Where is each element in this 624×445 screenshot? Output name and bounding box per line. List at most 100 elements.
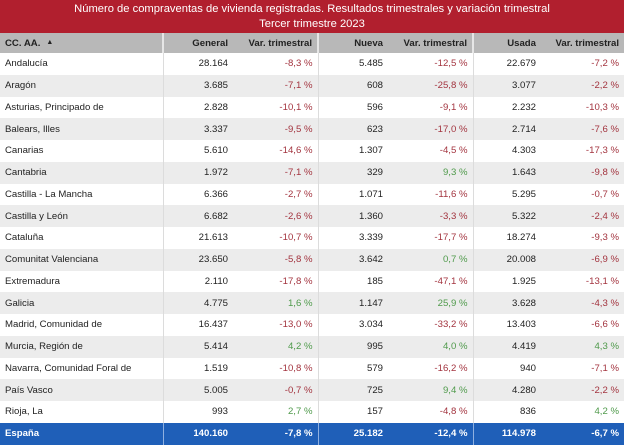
- cell-general-var: -13,0 %: [233, 314, 318, 336]
- cell-general: 4.775: [162, 292, 233, 314]
- cell-usada-var: 4,2 %: [541, 401, 624, 423]
- cell-region: Cataluña: [0, 227, 163, 249]
- cell-usada-var: 4,3 %: [541, 335, 624, 358]
- table-row: País Vasco 5.005 -0,7 % 725 9,4 % 4.280 -2,2 %: [0, 379, 624, 401]
- cell-usada: 13.403: [472, 314, 541, 336]
- cell-nueva: 995: [317, 335, 388, 358]
- table-row: Murcia, Región de 5.414 4,2 % 995 4,0 % 4.419…: [0, 335, 624, 358]
- table-subtitle: Tercer trimestre 2023: [259, 17, 365, 30]
- table-row: Madrid, Comunidad de 16.437 -13,0 % 3.034 -3…: [0, 314, 624, 336]
- total-general-var: -7,8 %: [233, 422, 318, 445]
- cell-general-var: -10,8 %: [233, 357, 318, 380]
- cell-nueva-var: 25,9 %: [388, 292, 473, 314]
- table-row: Aragón 3.685 -7,1 % 608 -25,8 % 3.077 -2,2 %: [0, 74, 624, 97]
- cell-general: 3.685: [162, 74, 233, 97]
- cell-region: Murcia, Región de: [0, 335, 163, 358]
- cell-region: Balears, Illes: [0, 118, 163, 140]
- cell-nueva: 1.307: [317, 140, 388, 162]
- cell-nueva: 596: [317, 96, 388, 119]
- cell-nueva: 1.360: [317, 205, 388, 227]
- cell-usada-var: -6,6 %: [541, 314, 624, 336]
- cell-usada: 940: [472, 357, 541, 380]
- column-header-nueva[interactable]: Nueva: [317, 33, 388, 53]
- column-header-usada-var[interactable]: Var. trimestral: [541, 33, 624, 53]
- cell-usada: 20.008: [472, 248, 541, 271]
- cell-usada-var: -2,4 %: [541, 205, 624, 227]
- cell-nueva-var: 4,0 %: [388, 335, 473, 358]
- cell-usada: 4.303: [472, 140, 541, 162]
- cell-usada-var: -7,6 %: [541, 118, 624, 140]
- cell-usada-var: -2,2 %: [541, 379, 624, 401]
- cell-nueva-var: -4,8 %: [388, 401, 473, 423]
- cell-general-var: -7,1 %: [233, 161, 318, 184]
- table-row: Extremadura 2.110 -17,8 % 185 -47,1 % 1.925 -1…: [0, 270, 624, 293]
- cell-usada: 3.628: [472, 292, 541, 314]
- cell-nueva: 579: [317, 357, 388, 380]
- cell-usada-var: -4,3 %: [541, 292, 624, 314]
- cell-general: 2.828: [162, 96, 233, 119]
- cell-usada-var: -6,9 %: [541, 248, 624, 271]
- cell-nueva: 1.071: [317, 183, 388, 206]
- cell-general-var: -17,8 %: [233, 270, 318, 293]
- cell-region: Castilla y León: [0, 205, 163, 227]
- cell-usada: 18.274: [472, 227, 541, 249]
- cell-general-var: -2,6 %: [233, 205, 318, 227]
- cell-general: 6.682: [162, 205, 233, 227]
- cell-region: Castilla - La Mancha: [0, 183, 163, 206]
- cell-region: Navarra, Comunidad Foral de: [0, 357, 163, 380]
- table-title-band: Número de compraventas de vivienda regis…: [0, 0, 624, 33]
- cell-nueva-var: 0,7 %: [388, 248, 473, 271]
- cell-general-var: -8,3 %: [233, 53, 318, 75]
- column-header-general[interactable]: General: [162, 33, 233, 53]
- cell-usada: 836: [472, 401, 541, 423]
- cell-general-var: -14,6 %: [233, 140, 318, 162]
- cell-nueva: 608: [317, 74, 388, 97]
- column-header-usada[interactable]: Usada: [472, 33, 541, 53]
- table-row: Navarra, Comunidad Foral de 1.519 -10,8 % 5…: [0, 357, 624, 380]
- sort-ascending-icon[interactable]: ▲: [46, 39, 54, 47]
- cell-general: 28.164: [162, 53, 233, 75]
- table-row: Castilla - La Mancha 6.366 -2,7 % 1.071 -11,…: [0, 183, 624, 206]
- cell-nueva: 1.147: [317, 292, 388, 314]
- cell-usada-var: -0,7 %: [541, 183, 624, 206]
- cell-nueva-var: -11,6 %: [388, 183, 473, 206]
- cell-usada-var: -9,3 %: [541, 227, 624, 249]
- cell-usada-var: -10,3 %: [541, 96, 624, 119]
- cell-general: 5.414: [162, 335, 233, 358]
- cell-usada: 2.232: [472, 96, 541, 119]
- table-row: Cantabria 1.972 -7,1 % 329 9,3 % 1.643 -9,8 %: [0, 161, 624, 184]
- cell-region: Cantabria: [0, 161, 163, 184]
- column-header-region-label: CC. AA.: [5, 37, 41, 49]
- table-row: Asturias, Principado de 2.828 -10,1 % 596 -9…: [0, 96, 624, 119]
- table-row: Balears, Illes 3.337 -9,5 % 623 -17,0 % 2.714…: [0, 118, 624, 140]
- cell-region: Madrid, Comunidad de: [0, 314, 163, 336]
- column-header-nueva-var[interactable]: Var. trimestral: [388, 33, 473, 53]
- cell-general-var: 4,2 %: [233, 335, 318, 358]
- cell-general: 3.337: [162, 118, 233, 140]
- cell-nueva-var: -9,1 %: [388, 96, 473, 119]
- header-row: CC. AA. ▲ General Var. trimestral Nueva V…: [0, 33, 624, 53]
- cell-region: País Vasco: [0, 379, 163, 401]
- cell-nueva-var: -16,2 %: [388, 357, 473, 380]
- cell-region: Andalucía: [0, 53, 163, 75]
- cell-usada-var: -17,3 %: [541, 140, 624, 162]
- cell-usada-var: -13,1 %: [541, 270, 624, 293]
- cell-general: 16.437: [162, 314, 233, 336]
- cell-nueva-var: -25,8 %: [388, 74, 473, 97]
- cell-region: Rioja, La: [0, 401, 163, 423]
- total-region: España: [0, 422, 163, 445]
- cell-nueva-var: -47,1 %: [388, 270, 473, 293]
- table-row: Castilla y León 6.682 -2,6 % 1.360 -3,3 % 5.3…: [0, 205, 624, 227]
- cell-usada-var: -7,1 %: [541, 357, 624, 380]
- cell-general-var: -9,5 %: [233, 118, 318, 140]
- column-header-general-var[interactable]: Var. trimestral: [233, 33, 318, 53]
- column-header-region[interactable]: CC. AA. ▲: [0, 33, 163, 53]
- cell-nueva-var: -3,3 %: [388, 205, 473, 227]
- cell-general-var: -2,7 %: [233, 183, 318, 206]
- cell-nueva-var: -17,0 %: [388, 118, 473, 140]
- cell-nueva-var: 9,4 %: [388, 379, 473, 401]
- cell-usada: 3.077: [472, 74, 541, 97]
- cell-general: 1.972: [162, 161, 233, 184]
- cell-region: Aragón: [0, 74, 163, 97]
